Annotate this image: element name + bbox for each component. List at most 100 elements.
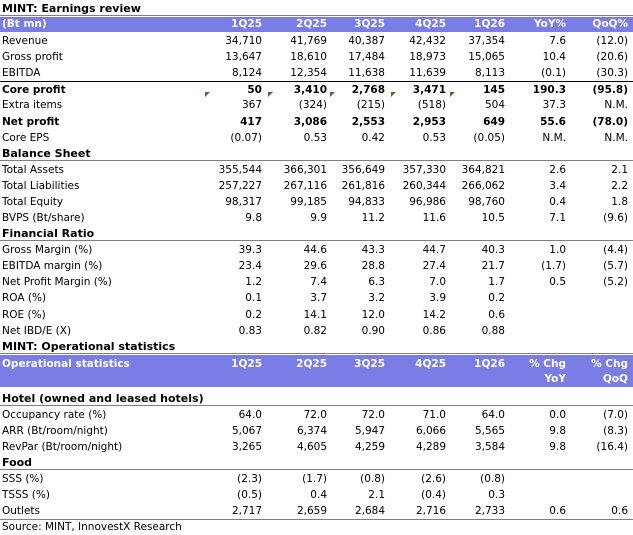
ops-header-col: 1Q25	[202, 357, 262, 372]
row-label: Net IBD/E (X)	[2, 323, 71, 339]
table-row: ARR (Bt/room/night) 5,067 6,374 5,947 6,066 5…	[0, 423, 633, 439]
row-label: ARR (Bt/room/night)	[2, 423, 108, 439]
row-value: 1.8	[568, 194, 628, 210]
header-col: 4Q25	[386, 17, 446, 32]
row-value: 98,317	[202, 194, 262, 210]
table-row: Gross profit 13,647 18,610 17,484 18,973 15,0…	[0, 49, 633, 65]
row-value: 0.2	[202, 307, 262, 323]
row-value: 21.7	[445, 258, 505, 274]
row-value: 2.2	[568, 178, 628, 194]
row-value: 7.4	[267, 274, 327, 290]
row-value: 2,716	[386, 503, 446, 519]
ops-header-label: Operational statistics	[2, 357, 130, 372]
row-value: 37,354	[445, 33, 505, 49]
row-value: 356,649	[325, 162, 385, 178]
row-value: (7.0)	[568, 407, 628, 423]
row-value: 190.3	[506, 82, 566, 98]
row-value: 44.7	[386, 242, 446, 258]
row-value: (0.8)	[445, 471, 505, 487]
row-value: 3,410	[267, 82, 327, 98]
row-value: 0.5	[506, 274, 566, 290]
row-value: 0.4	[506, 194, 566, 210]
row-value: 366,301	[267, 162, 327, 178]
row-value: 40.3	[445, 242, 505, 258]
row-value: (9.6)	[568, 210, 628, 226]
row-value: 9.8	[202, 210, 262, 226]
row-value: 0.42	[325, 130, 385, 146]
table-row: Total Liabilities 257,227 267,116 261,816 26…	[0, 178, 633, 194]
row-label: Total Assets	[2, 162, 64, 178]
row-value: 357,330	[386, 162, 446, 178]
row-value: 8,113	[445, 65, 505, 81]
row-value: 55.6	[506, 114, 566, 130]
row-label: Extra items	[2, 97, 62, 113]
table-row: EBITDA 8,124 12,354 11,638 11,639 8,113 (0.1) (…	[0, 65, 633, 81]
row-value: 44.6	[267, 242, 327, 258]
row-value: 3.7	[267, 290, 327, 306]
row-value: 6.3	[325, 274, 385, 290]
row-value: 2,659	[267, 503, 327, 519]
table-row: Total Assets 355,544 366,301 356,649 357,330…	[0, 162, 633, 178]
header-col: QoQ%	[568, 17, 628, 32]
row-value: 2,953	[386, 114, 446, 130]
row-value: (20.6)	[568, 49, 628, 65]
row-value: 2.1	[325, 487, 385, 503]
report-table: MINT: Earnings review (Bt mn) 1Q25 2Q25 3Q25…	[0, 0, 633, 520]
row-value: (2.6)	[386, 471, 446, 487]
header-col: 1Q25	[202, 17, 262, 32]
row-label: EBITDA	[2, 65, 40, 81]
row-value: 96,986	[386, 194, 446, 210]
row-value: 3,086	[267, 114, 327, 130]
row-value: 99,185	[267, 194, 327, 210]
ops-header-sub: QoQ	[568, 372, 628, 387]
row-value: 0.2	[445, 290, 505, 306]
row-value: 50	[202, 82, 262, 98]
row-value: 0.1	[202, 290, 262, 306]
ops-header-col: 2Q25	[267, 357, 327, 372]
header-col: YoY%	[506, 17, 566, 32]
row-value: N.M.	[568, 97, 628, 113]
row-value: 267,116	[267, 178, 327, 194]
row-value: (5.7)	[568, 258, 628, 274]
row-value: 12.0	[325, 307, 385, 323]
row-value: 64.0	[202, 407, 262, 423]
row-value: 98,760	[445, 194, 505, 210]
row-value: 41,769	[267, 33, 327, 49]
row-label: Gross profit	[2, 49, 63, 65]
row-value: (324)	[267, 97, 327, 113]
row-value: (5.2)	[568, 274, 628, 290]
section-title-hotel: Hotel (owned and leased hotels)	[0, 391, 633, 406]
table-row: Occupancy rate (%) 64.0 72.0 72.0 71.0 64.0 0.…	[0, 407, 633, 423]
row-label: Total Liabilities	[2, 178, 79, 194]
table-row: RevPar (Bt/room/night) 3,265 4,605 4,259 4,2…	[0, 439, 633, 455]
row-value: 4,605	[267, 439, 327, 455]
row-value: 649	[445, 114, 505, 130]
row-value: 3,584	[445, 439, 505, 455]
row-value: (12.0)	[568, 33, 628, 49]
row-value: 2,733	[445, 503, 505, 519]
row-value: 4,289	[386, 439, 446, 455]
row-label: Gross Margin (%)	[2, 242, 92, 258]
header-col: 3Q25	[325, 17, 385, 32]
row-value: 0.82	[267, 323, 327, 339]
table-row: Core profit 50 3,410 2,768 3,471 145 190.3 (95.…	[0, 81, 633, 97]
table-row: Gross Margin (%) 39.3 44.6 43.3 44.7 40.3 1.0 (…	[0, 242, 633, 258]
row-value: 0.6	[445, 307, 505, 323]
row-value: 260,344	[386, 178, 446, 194]
row-value: (4.4)	[568, 242, 628, 258]
row-value: 34,710	[202, 33, 262, 49]
ops-header-col: 1Q26	[445, 357, 505, 372]
table-header: (Bt mn) 1Q25 2Q25 3Q25 4Q25 1Q26 YoY% QoQ%	[0, 17, 633, 32]
row-value: 0.86	[386, 323, 446, 339]
row-value: N.M.	[568, 130, 628, 146]
ops-header-sub: YoY	[506, 372, 566, 387]
row-value: 367	[202, 97, 262, 113]
row-value: (8.3)	[568, 423, 628, 439]
row-value: 3,265	[202, 439, 262, 455]
row-label: Net Profit Margin (%)	[2, 274, 112, 290]
row-value: 15,065	[445, 49, 505, 65]
row-value: 261,816	[325, 178, 385, 194]
row-value: 0.6	[506, 503, 566, 519]
row-value: 42,432	[386, 33, 446, 49]
row-value: (95.8)	[568, 82, 628, 98]
